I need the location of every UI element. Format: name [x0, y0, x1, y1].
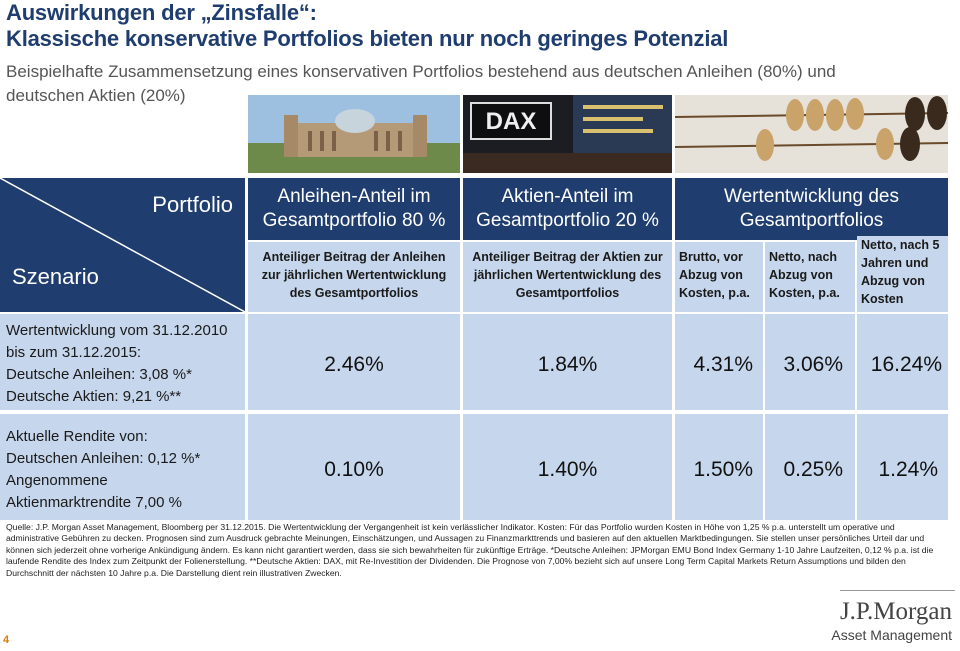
- logo-rule: [840, 590, 955, 591]
- photo-dax: DAX: [463, 95, 672, 173]
- header-line: Gesamtportfolio 80 %: [262, 210, 446, 231]
- logo: J.P.Morgan: [839, 598, 952, 625]
- value-cell: 4.31%: [675, 314, 763, 410]
- logo-sub: Asset Management: [831, 627, 952, 643]
- scenario-line: Wertentwicklung vom 31.12.2010: [6, 322, 228, 339]
- scenario-line: Deutsche Anleihen: 3,08 %*: [6, 366, 192, 383]
- column-header: Anleihen-Anteil im Gesamtportfolio 80 %: [248, 178, 460, 240]
- corner-top: Portfolio: [152, 192, 233, 217]
- value-cell: 2.46%: [248, 314, 460, 410]
- value-cell: 16.24%: [857, 314, 948, 410]
- value-cell: 0.10%: [248, 414, 460, 520]
- scenario-line: Aktuelle Rendite von:: [6, 428, 148, 445]
- photo-reichstag: [248, 95, 460, 173]
- subheader: Anteiliger Beitrag der Anleihen zur jähr…: [248, 242, 460, 312]
- value-cell: 1.40%: [463, 414, 672, 520]
- scenario-cell: Aktuelle Rendite von: Deutschen Anleihen…: [0, 414, 245, 520]
- photo-abacus: [675, 95, 948, 173]
- header-line: Anleihen-Anteil im: [277, 186, 431, 207]
- scenario-line: Deutschen Anleihen: 0,12 %*: [6, 450, 201, 467]
- corner-bottom: Szenario: [12, 264, 99, 289]
- value-cell: 1.84%: [463, 314, 672, 410]
- scenario-line: Aktienmarktrendite 7,00 %: [6, 494, 182, 511]
- scenario-line: bis zum 31.12.2015:: [6, 344, 142, 361]
- column-header: Aktien-Anteil im Gesamtportfolio 20 %: [463, 178, 672, 240]
- subtitle: Beispielhafte Zusammensetzung eines kons…: [6, 62, 836, 81]
- value-cell: 1.50%: [675, 414, 763, 520]
- value-cell: 1.24%: [857, 414, 948, 520]
- title: Klassische konservative Portfolios biete…: [6, 26, 729, 51]
- scenario-line: Deutsche Aktien: 9,21 %**: [6, 388, 182, 405]
- diagonal: [0, 178, 245, 312]
- value-cell: 0.25%: [765, 414, 855, 520]
- subtitle: deutschen Aktien (20%): [6, 86, 186, 105]
- subheader: Brutto, vor Abzug von Kosten, p.a.: [675, 242, 763, 312]
- value-cell: 3.06%: [765, 314, 855, 410]
- scenario-line: Angenommene: [6, 472, 108, 489]
- subheader: Netto, nach 5 Jahren und Abzug von Koste…: [857, 236, 948, 312]
- footnote: Quelle: J.P. Morgan Asset Management, Bl…: [6, 522, 934, 578]
- header-line: Aktien-Anteil im: [501, 186, 634, 207]
- subheader: Anteiliger Beitrag der Aktien zur jährli…: [463, 242, 672, 312]
- title: Auswirkungen der „Zinsfalle“:: [6, 0, 317, 25]
- scenario-cell: Wertentwicklung vom 31.12.2010 bis zum 3…: [0, 314, 245, 410]
- corner-cell: Portfolio Szenario: [0, 178, 245, 312]
- page-number: 4: [3, 634, 10, 646]
- header-line: Gesamtportfolio 20 %: [476, 210, 659, 231]
- subheader: Netto, nach Abzug von Kosten, p.a.: [765, 242, 855, 312]
- svg-text:DAX: DAX: [486, 108, 537, 135]
- header-line: Gesamtportfolios: [739, 210, 884, 231]
- header-line: Wertentwicklung des: [724, 186, 899, 207]
- column-header: Wertentwicklung des Gesamtportfolios: [675, 178, 948, 240]
